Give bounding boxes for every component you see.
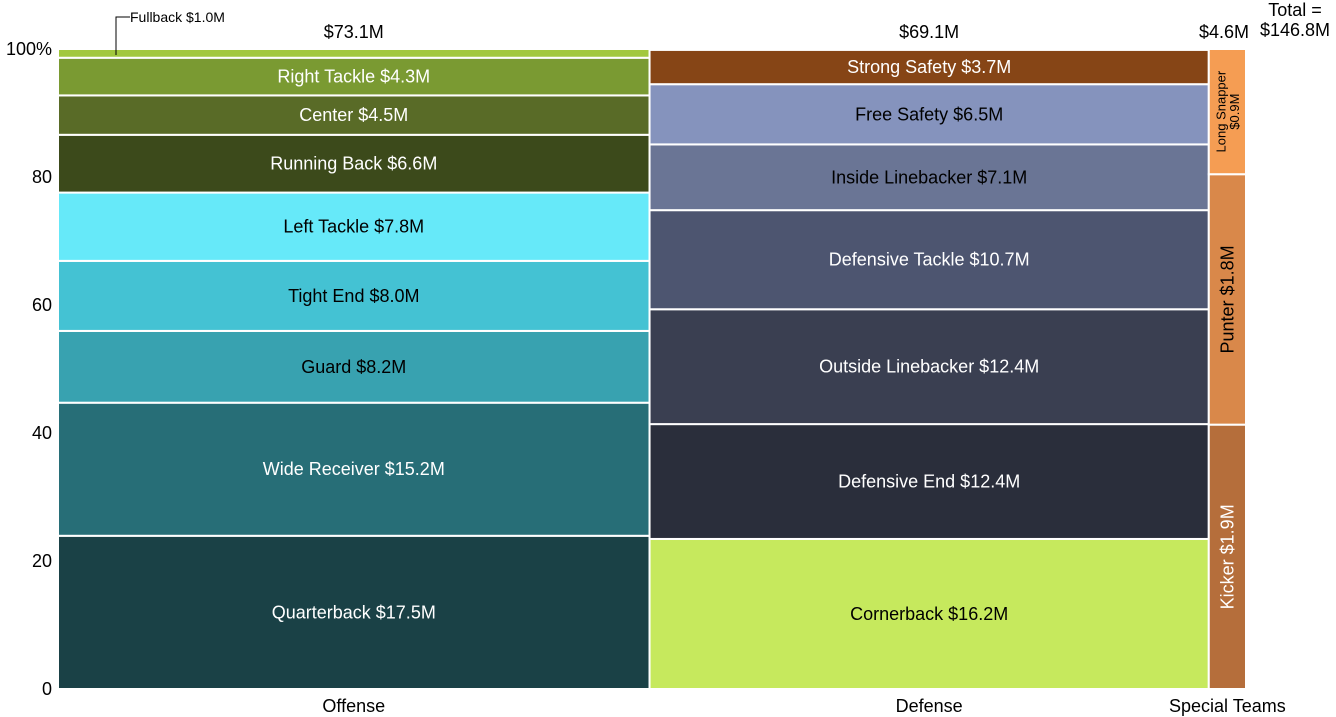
label-wide-receiver: Wide Receiver $15.2M (263, 459, 445, 479)
segment-right-tackle (57, 56, 651, 97)
y-tick-label: 0 (42, 679, 52, 699)
label-strong-safety: Strong Safety $3.7M (847, 57, 1011, 77)
segment-center (57, 94, 651, 136)
label-cornerback: Cornerback $16.2M (850, 604, 1008, 624)
segment-cornerback (648, 537, 1210, 691)
segment-strong-safety (648, 48, 1210, 86)
y-tick-label: 40 (32, 423, 52, 443)
column-total-special-teams: $4.6M (1199, 22, 1249, 42)
y-tick-label: 80 (32, 167, 52, 187)
label-guard: Guard $8.2M (301, 357, 406, 377)
segment-running-back (57, 133, 651, 194)
label-defensive-end: Defensive End $12.4M (838, 472, 1020, 492)
label-long-snapper: Long Snapper$0.9M (1213, 70, 1242, 152)
chart-segments: Quarterback $17.5M Wide Receiver $15.2M Gu… (57, 9, 1247, 691)
segment-left-tackle (57, 191, 651, 262)
segment-kicker (1207, 423, 1247, 690)
label-tight-end: Tight End $8.0M (288, 286, 419, 306)
segment-long-snapper (1207, 48, 1247, 176)
label-kicker: Kicker $1.9M (1217, 504, 1237, 609)
grand-total-label: Total = $146.8M (1260, 0, 1330, 40)
segment-defensive-tackle (648, 209, 1210, 311)
label-right-tackle: Right Tackle $4.3M (277, 67, 430, 87)
segment-fullback (57, 48, 651, 59)
label-punter: Punter $1.8M (1217, 245, 1237, 353)
label-left-tackle: Left Tackle $7.8M (283, 217, 424, 237)
label-fullback: Fullback $1.0M (130, 9, 225, 25)
column-total-offense: $73.1M (324, 22, 384, 42)
label-defensive-tackle: Defensive Tackle $10.7M (829, 250, 1030, 270)
label-free-safety: Free Safety $6.5M (855, 104, 1003, 124)
column-total-defense: $69.1M (899, 22, 959, 42)
column-totals: $73.1M $69.1M $4.6M (324, 22, 1249, 42)
label-outside-linebacker: Outside Linebacker $12.4M (819, 357, 1039, 377)
label-center: Center $4.5M (299, 105, 408, 125)
column-label-special-teams: Special Teams (1169, 696, 1286, 716)
y-tick-label: 20 (32, 551, 52, 571)
segment-quarterback (57, 534, 651, 690)
segment-wide-receiver (57, 401, 651, 537)
y-tick-label: 60 (32, 295, 52, 315)
segment-inside-linebacker (648, 143, 1210, 212)
segment-defensive-end (648, 423, 1210, 540)
callout-line-fullback (115, 16, 130, 55)
y-axis: 0 20 40 60 80 100% (6, 39, 52, 699)
label-quarterback: Quarterback $17.5M (272, 602, 436, 622)
segment-punter (1207, 173, 1247, 426)
label-inside-linebacker: Inside Linebacker $7.1M (831, 167, 1027, 187)
column-label-defense: Defense (896, 696, 963, 716)
y-tick-label: 100% (6, 39, 52, 59)
label-running-back: Running Back $6.6M (270, 154, 437, 174)
column-label-offense: Offense (322, 696, 385, 716)
segment-outside-linebacker (648, 308, 1210, 426)
segment-tight-end (57, 259, 651, 332)
segment-free-safety (648, 83, 1210, 146)
column-labels: Offense Defense Special Teams (322, 696, 1285, 716)
